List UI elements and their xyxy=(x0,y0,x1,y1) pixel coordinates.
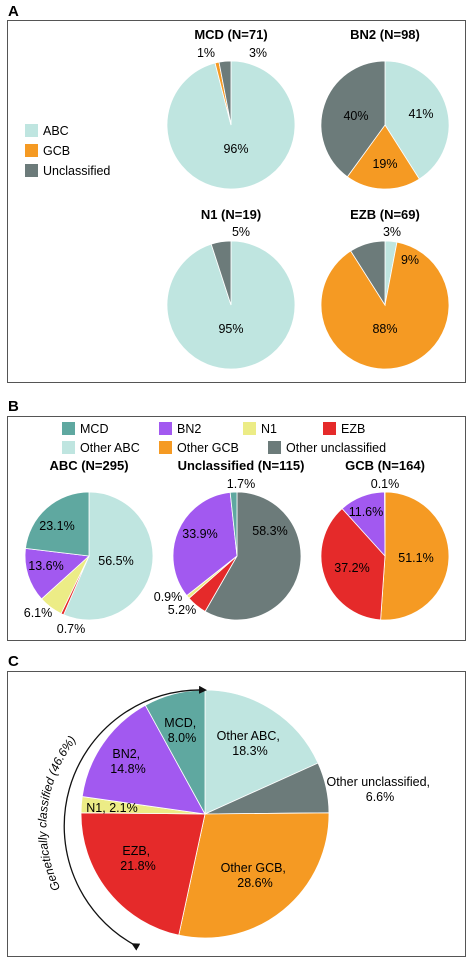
pie-unclassified-group: Unclassified (N=115) 58.3% 5.2% 0.9% 33.… xyxy=(154,458,305,621)
legend-label-other-unclassified: Other unclassified xyxy=(286,441,386,455)
slice-label-ezb: EZB, 21.8% xyxy=(120,844,155,873)
legend-swatch-bn2 xyxy=(159,422,172,435)
slice-label-other-abc: 56.5% xyxy=(98,554,133,568)
legend-swatch-other-gcb xyxy=(159,441,172,454)
slice-label-abc: 96% xyxy=(223,142,248,156)
slice-label-ezb: 0.7% xyxy=(57,622,86,636)
slice-ezb xyxy=(320,507,386,621)
slice-label-other-gcb: 51.1% xyxy=(398,551,433,565)
slice-label-ezb: 37.2% xyxy=(334,561,369,575)
pie-title: BN2 (N=98) xyxy=(350,27,420,42)
legend-label-n1: N1 xyxy=(261,422,277,436)
pie-title: ABC (N=295) xyxy=(49,458,128,473)
slice-unclassified xyxy=(210,240,232,306)
slice-label-other-unclassified: Other unclassified, 6.6% xyxy=(326,775,433,804)
legend-label-other-gcb: Other GCB xyxy=(177,441,239,455)
genetically-classified-label: Genetically classified (46.6%) xyxy=(35,733,78,893)
pie-title: GCB (N=164) xyxy=(345,458,425,473)
slice-mcd xyxy=(229,491,238,557)
panel-b-legend: MCD BN2 N1 EZB Other ABC Other GCB Other… xyxy=(62,422,386,455)
slice-label-other-gcb: Other GCB, 28.6% xyxy=(221,861,290,890)
slice-unclassified xyxy=(350,240,386,307)
slice-other-abc xyxy=(204,689,319,815)
slice-label-n1: N1, 2.1% xyxy=(86,801,137,815)
pie-n1: N1 (N=19) 95% 5% xyxy=(166,207,296,370)
slice-other-unclassified xyxy=(204,491,302,621)
legend-swatch-ezb xyxy=(323,422,336,435)
slice-label-gcb: 19% xyxy=(372,157,397,171)
panel-a-legend: ABC GCB Unclassified xyxy=(25,124,110,178)
slice-gcb xyxy=(346,124,420,190)
pie-gcb-group: GCB (N=164) 51.1% 37.2% 11.6% 0.1% xyxy=(320,458,450,621)
pie-abc-group: ABC (N=295) 56.5% 0.7% 6.1% 13.6% 23.1% xyxy=(24,458,154,636)
slice-label-unclassified: 5% xyxy=(232,225,250,239)
slice-label-bn2: 33.9% xyxy=(182,527,217,541)
slice-bn2 xyxy=(172,491,238,597)
pie-title: EZB (N=69) xyxy=(350,207,420,222)
pie-overall: Other ABC, 18.3% Other unclassified, 6.6… xyxy=(80,689,433,939)
slice-label-abc: 3% xyxy=(383,225,401,239)
pie-title: N1 (N=19) xyxy=(201,207,261,222)
slice-label-gcb: 1% xyxy=(197,46,215,60)
legend-label-gcb: GCB xyxy=(43,144,70,158)
legend-label-unclassified: Unclassified xyxy=(43,164,110,178)
panel-b-letter: B xyxy=(8,398,19,415)
slice-label-abc: 95% xyxy=(218,322,243,336)
legend-swatch-abc xyxy=(25,124,38,137)
pie-title: MCD (N=71) xyxy=(194,27,267,42)
slice-label-n1: 6.1% xyxy=(24,606,53,620)
slice-label-bn2: 11.6% xyxy=(349,505,384,519)
legend-label-mcd: MCD xyxy=(80,422,108,436)
pie-title: Unclassified (N=115) xyxy=(178,458,305,473)
panel-c-frame xyxy=(7,671,466,957)
legend-label-other-abc: Other ABC xyxy=(80,441,140,455)
slice-label-unclassified: 3% xyxy=(249,46,267,60)
slice-other-gcb xyxy=(380,491,450,621)
slice-label-other-unclassified: 58.3% xyxy=(252,524,287,538)
panel-c-letter: C xyxy=(8,653,19,670)
slice-label-abc: 41% xyxy=(408,107,433,121)
panel-a-letter: A xyxy=(8,3,19,20)
slice-label-gcb: 88% xyxy=(372,322,397,336)
legend-label-abc: ABC xyxy=(43,124,69,138)
pie-ezb: EZB (N=69) 3% 88% 9% xyxy=(320,207,450,370)
slice-bn2 xyxy=(24,547,90,600)
slice-label-unclassified: 40% xyxy=(343,109,368,123)
slice-unclassified xyxy=(320,60,386,178)
slice-label-unclassified: 9% xyxy=(401,253,419,267)
legend-label-ezb: EZB xyxy=(341,422,365,436)
slice-label-other-abc: Other ABC, 18.3% xyxy=(217,729,284,758)
slice-label-ezb: 5.2% xyxy=(168,603,197,617)
legend-swatch-unclassified xyxy=(25,164,38,177)
slice-label-bn2: 13.6% xyxy=(28,559,63,573)
legend-swatch-other-abc xyxy=(62,441,75,454)
slice-unclassified xyxy=(218,60,232,126)
panel-b-frame xyxy=(7,416,466,641)
slice-label-mcd: 23.1% xyxy=(39,519,74,533)
pie-mcd: MCD (N=71) 96% 1% 3% xyxy=(166,27,296,190)
slice-mcd xyxy=(25,491,90,557)
legend-swatch-gcb xyxy=(25,144,38,157)
slice-label-mcd: 1.7% xyxy=(227,477,256,491)
legend-swatch-mcd xyxy=(62,422,75,435)
slice-label-mcd: 0.1% xyxy=(371,477,400,491)
legend-swatch-other-unclassified xyxy=(268,441,281,454)
genetically-classified-arc xyxy=(63,685,207,951)
legend-swatch-n1 xyxy=(243,422,256,435)
panel-a-frame xyxy=(7,20,466,383)
slice-label-n1: 0.9% xyxy=(154,590,183,604)
slice-other-abc xyxy=(63,491,154,621)
slice-label-bn2: BN2, 14.8% xyxy=(110,747,145,776)
pie-bn2: BN2 (N=98) 41% 19% 40% xyxy=(320,27,450,190)
legend-label-bn2: BN2 xyxy=(177,422,201,436)
slice-label-mcd: MCD, 8.0% xyxy=(164,716,199,745)
